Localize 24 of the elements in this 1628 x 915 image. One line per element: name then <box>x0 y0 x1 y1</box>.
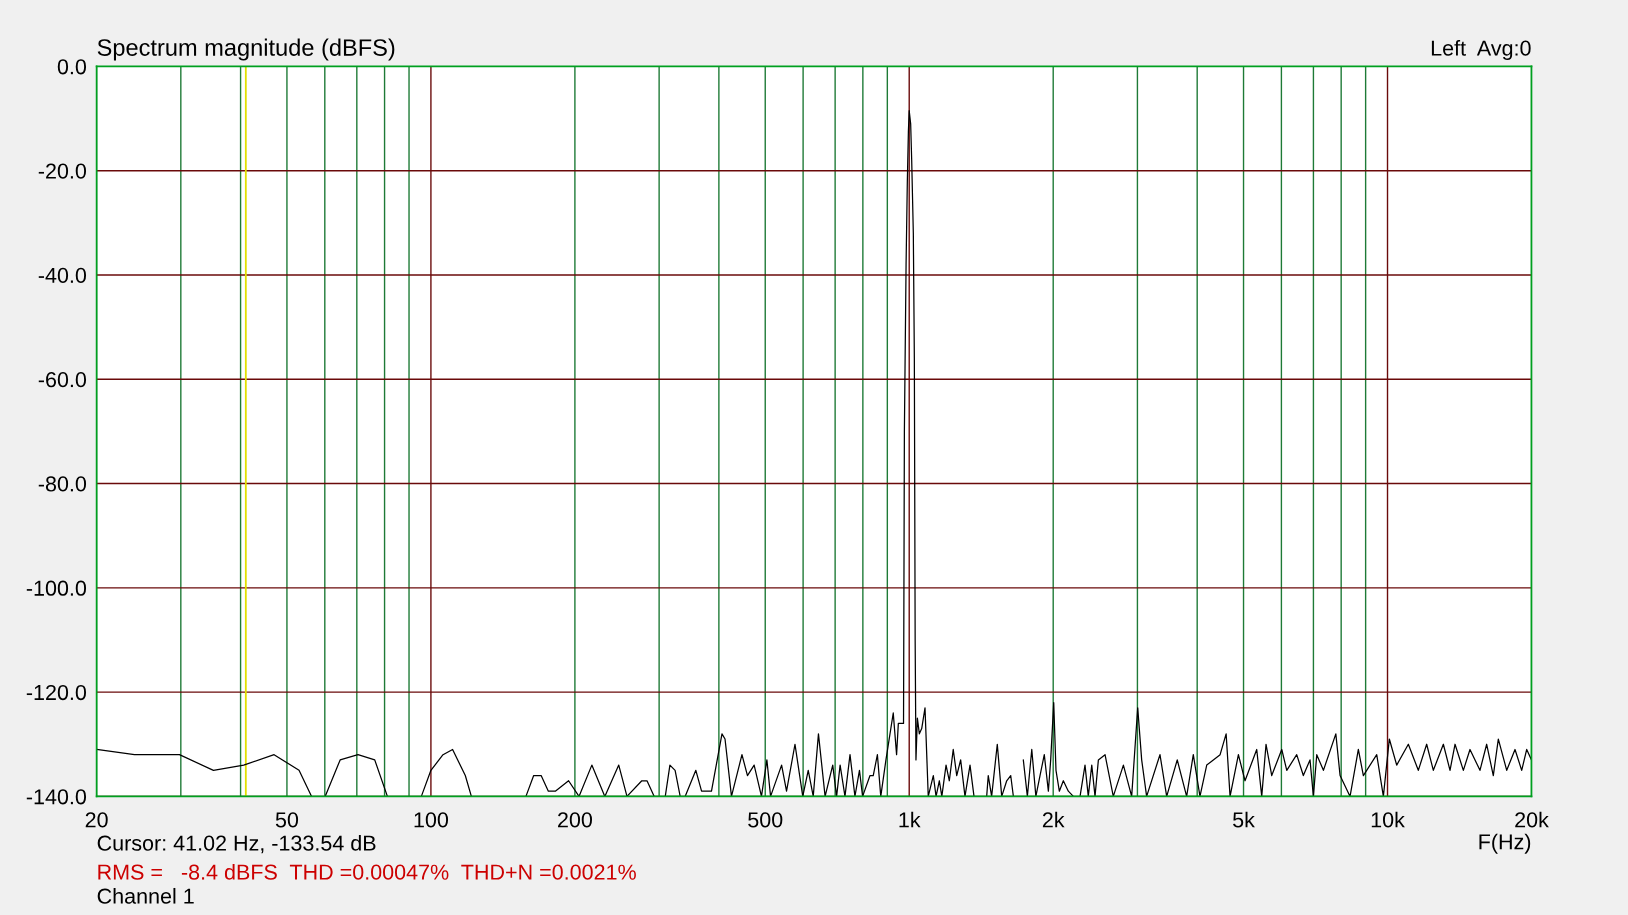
x-tick-label: 100 <box>414 812 449 828</box>
y-tick-label: -80.0 <box>38 476 87 492</box>
x-tick-label: 1k <box>899 811 921 828</box>
text: Channel 1 <box>97 887 194 904</box>
x-tick-label: 50 <box>275 812 299 828</box>
x-tick-label: 2k <box>1042 811 1065 828</box>
y-tick-label: -100.0 <box>26 580 87 596</box>
x-tick-label: 500 <box>748 812 783 828</box>
x-tick-label: 5k <box>1233 811 1255 828</box>
text: RMS = -8.4 dBFS THD =0.00047% THD+N =0.0021% <box>98 863 636 880</box>
y-tick-label: -60.0 <box>38 372 87 388</box>
x-axis-title: F(Hz) <box>1479 833 1531 854</box>
y-tick-label: -120.0 <box>26 684 87 701</box>
text: Left Avg:0 <box>1431 39 1531 61</box>
y-tick-label: 0.0 <box>57 59 87 75</box>
y-axis-title: Spectrum magnitude (dBFS) <box>97 38 395 61</box>
x-tick-label: 20k <box>1515 811 1549 828</box>
x-tick-label: 10k <box>1371 811 1405 828</box>
y-tick-label: -40.0 <box>38 267 87 283</box>
y-tick-label: -20.0 <box>38 163 87 179</box>
text: Cursor: 41.02 Hz, -133.54 dB <box>97 834 376 854</box>
x-tick-label: 20 <box>85 812 108 828</box>
y-tick-label: -140.0 <box>26 789 87 805</box>
x-tick-label: 200 <box>558 812 593 828</box>
